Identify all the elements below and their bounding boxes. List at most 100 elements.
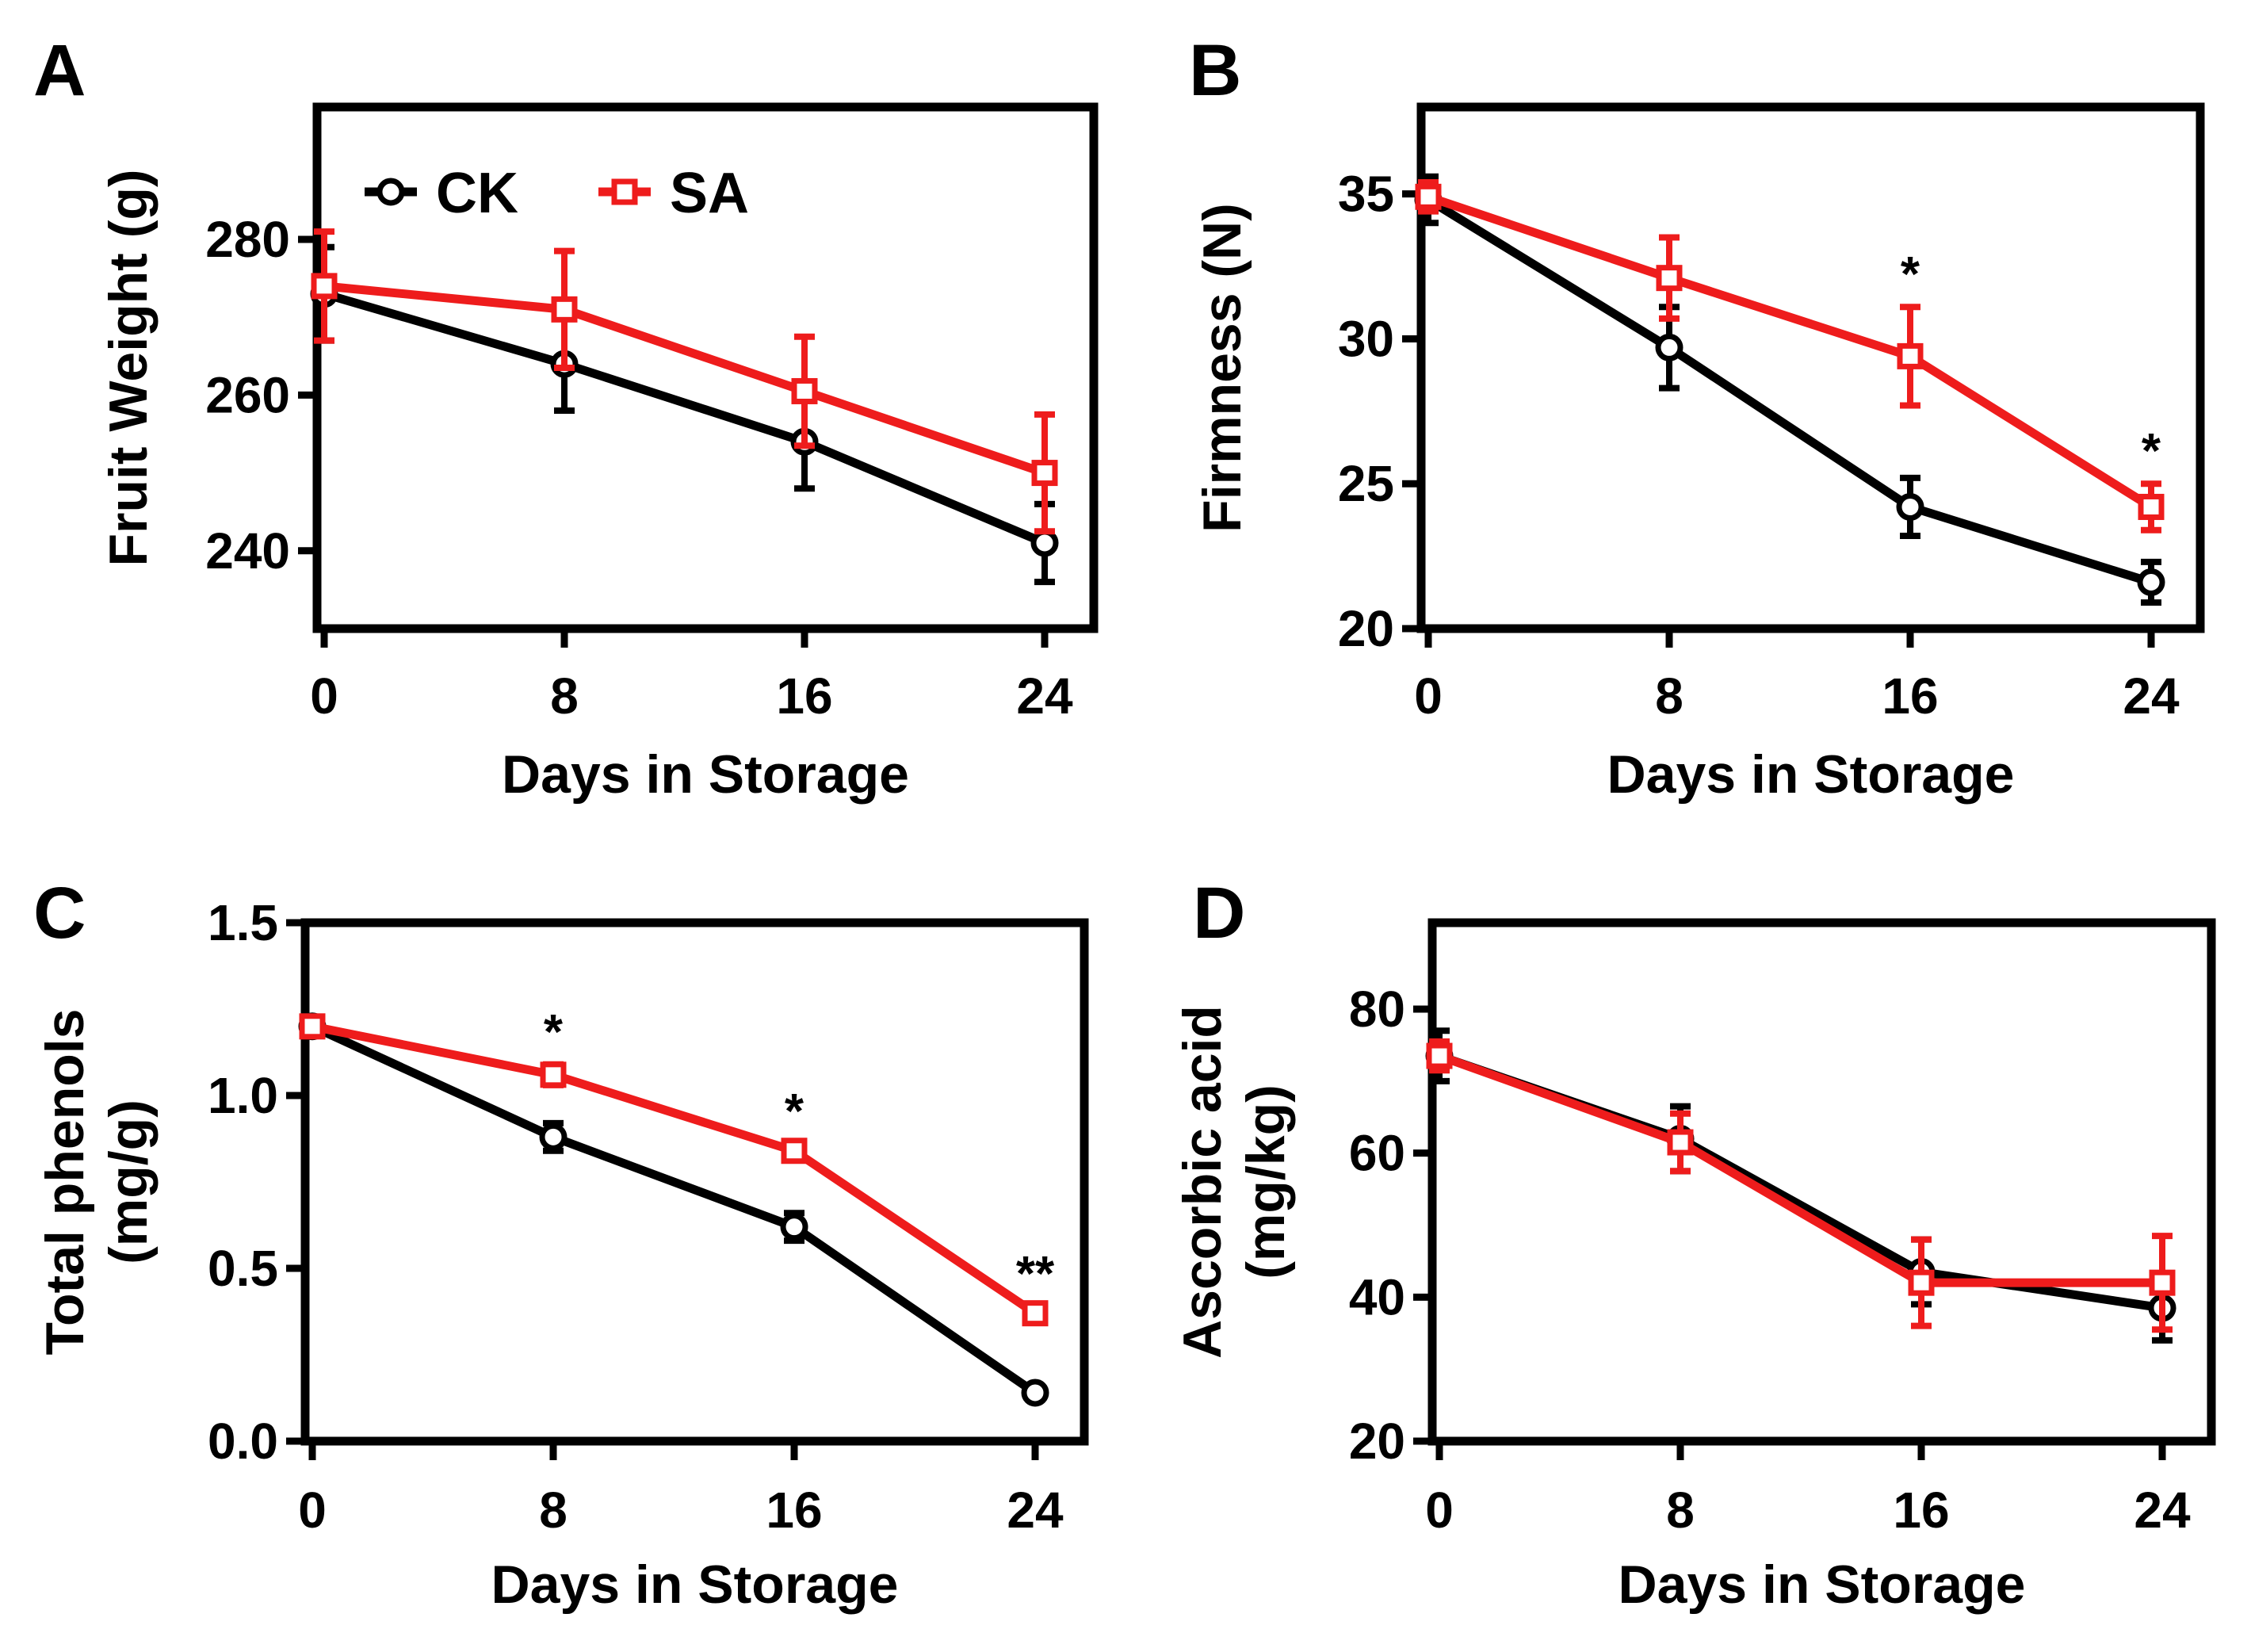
data-point <box>551 296 578 323</box>
y-axis-title-line: Total phenols <box>35 1009 95 1356</box>
data-point <box>2138 493 2165 520</box>
data-point <box>540 1061 567 1088</box>
x-tick-label: 16 <box>776 667 832 725</box>
plot-frame <box>1427 918 2216 1446</box>
y-tick-label: 40 <box>1349 1268 1405 1325</box>
x-tick-label: 8 <box>1666 1482 1695 1539</box>
legend-item-ck: CK <box>365 162 518 225</box>
significance-mark: * <box>2142 424 2161 479</box>
significance-mark: ** <box>1016 1247 1055 1302</box>
data-point <box>1426 1042 1453 1069</box>
x-tick-label: 16 <box>1893 1482 1949 1539</box>
legend-marker <box>611 178 638 205</box>
x-axis-title: Days in Storage <box>1619 1554 2026 1615</box>
panel-c: C 0.0 0.5 1.0 1.5 0 8 16 24 Days in Storage Total … <box>33 873 1089 1615</box>
x-tick-label: 8 <box>539 1482 568 1539</box>
legend-label: SA <box>670 162 749 225</box>
legend: CK SA <box>365 162 749 225</box>
series-line <box>1427 193 2154 511</box>
data-point <box>1655 333 1683 361</box>
y-axis-title-line: (mg/kg) <box>1236 1084 1296 1279</box>
y-axis-title: Firmness (N) <box>1192 203 1252 533</box>
data-point <box>1656 265 1683 292</box>
plot-frame <box>1416 102 2205 633</box>
x-tick-label: 24 <box>1007 1482 1064 1539</box>
y-tick-label: 30 <box>1338 310 1394 367</box>
data-point <box>1896 492 1924 521</box>
data-point <box>299 1013 326 1040</box>
x-axis-title: Days in Storage <box>491 1554 899 1615</box>
legend-item-sa: SA <box>598 162 749 225</box>
y-tick-label: 0.5 <box>208 1240 278 1297</box>
x-tick-label: 0 <box>298 1482 327 1539</box>
x-tick-label: 16 <box>1882 667 1938 725</box>
series-line <box>323 281 1046 477</box>
series-line <box>323 289 1047 548</box>
panel-letter-b: B <box>1189 30 1241 111</box>
series-line <box>1438 1051 2162 1287</box>
panel-letter-d: D <box>1193 873 1245 954</box>
data-point <box>1667 1129 1694 1156</box>
x-axis-title: Days in Storage <box>1607 744 2015 805</box>
data-point <box>539 1122 568 1151</box>
x-tick-label: 24 <box>1016 667 1073 725</box>
x-axis-title: Days in Storage <box>502 744 909 805</box>
x-tick-label: 8 <box>1655 667 1683 725</box>
data-point <box>791 377 818 404</box>
panel-letter-a: A <box>33 30 86 111</box>
y-tick-label: 1.5 <box>208 894 278 951</box>
panel-letter-c: C <box>33 873 86 954</box>
y-tick-label: 20 <box>1349 1413 1405 1470</box>
data-point <box>781 1138 808 1164</box>
y-tick-label: 260 <box>205 366 290 423</box>
y-axis-title-line: (mg/g) <box>98 1099 159 1264</box>
plot-frame <box>300 918 1089 1446</box>
x-tick-label: 24 <box>2123 667 2180 725</box>
series-sa <box>311 228 1058 535</box>
y-tick-label: 80 <box>1349 981 1405 1038</box>
x-tick-label: 0 <box>1414 667 1443 725</box>
data-point <box>1897 342 1924 369</box>
y-axis-title-line: Ascorbic acid <box>1172 1005 1233 1359</box>
data-point <box>2149 1269 2176 1296</box>
plot-frame <box>312 102 1099 633</box>
y-tick-label: 35 <box>1338 166 1394 223</box>
x-tick-label: 0 <box>1425 1482 1454 1539</box>
series-line <box>311 1022 1038 1317</box>
x-tick-label: 0 <box>310 667 338 725</box>
series-line <box>310 1022 1038 1397</box>
y-tick-label: 1.0 <box>208 1067 278 1124</box>
series-line <box>1426 196 2153 587</box>
data-point <box>311 273 338 300</box>
series-sa <box>1426 1038 2176 1333</box>
data-point <box>780 1213 808 1241</box>
y-tick-label: 25 <box>1338 455 1394 512</box>
significance-mark: * <box>785 1084 804 1139</box>
data-point <box>1415 183 1442 210</box>
panel-a: A 240 260 280 0 8 16 24 Days in Storage Fruit Wei… <box>33 30 1099 805</box>
series-ck <box>1425 1027 2176 1344</box>
panel-d: D 20 40 60 80 0 8 16 24 Days in Storage Ascorbic a… <box>1172 873 2216 1615</box>
data-point <box>1908 1269 1935 1296</box>
y-tick-label: 240 <box>205 522 290 579</box>
data-point <box>1030 529 1059 557</box>
y-tick-label: 60 <box>1349 1125 1405 1182</box>
x-tick-label: 8 <box>550 667 579 725</box>
data-point <box>1031 460 1058 487</box>
x-tick-label: 16 <box>766 1482 822 1539</box>
y-axis-title: Fruit Weight (g) <box>98 169 159 566</box>
series-ck <box>1414 173 2165 606</box>
data-point <box>1021 1379 1049 1407</box>
y-tick-label: 20 <box>1338 600 1394 657</box>
series-sa <box>1415 179 2165 533</box>
x-tick-label: 24 <box>2134 1482 2191 1539</box>
significance-mark: * <box>544 1005 564 1060</box>
panel-b: B 20 25 30 35 0 8 16 24 Days in Storage Firmness (… <box>1189 30 2205 805</box>
legend-label: CK <box>436 162 518 225</box>
series-ck <box>298 1012 1049 1407</box>
data-point <box>1022 1300 1049 1327</box>
data-point <box>2137 568 2165 597</box>
y-tick-label: 0.0 <box>208 1413 278 1470</box>
y-tick-label: 280 <box>205 211 290 268</box>
